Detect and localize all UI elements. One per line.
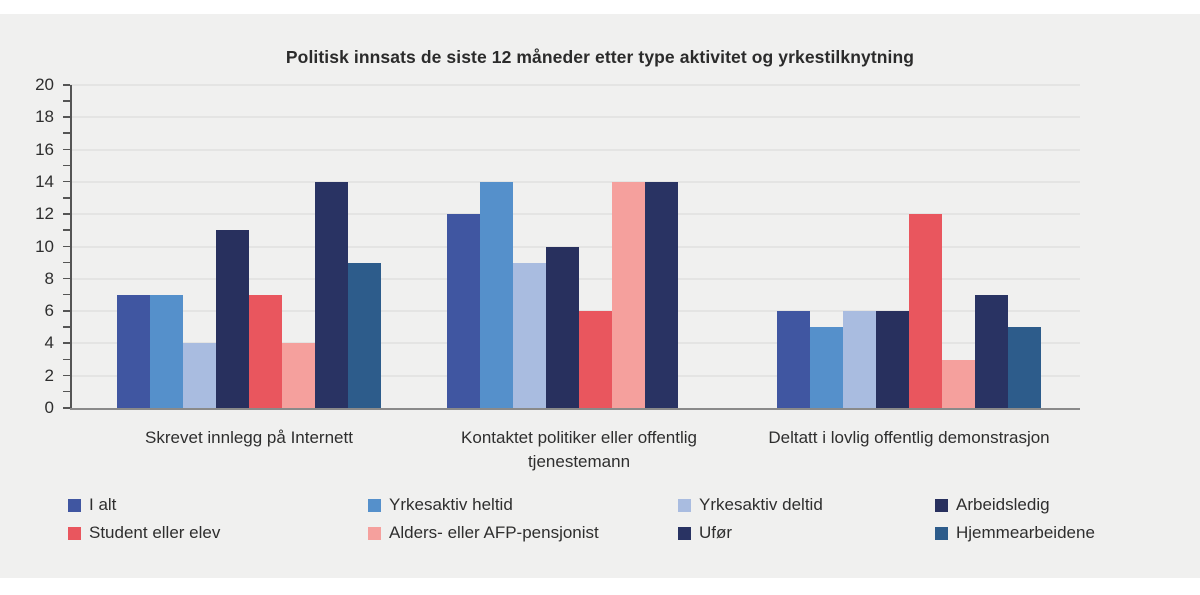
legend-swatch-icon	[68, 498, 81, 512]
legend-label: I alt	[89, 495, 117, 514]
bar-uf-r-g3	[975, 294, 1008, 408]
legend-label: Hjemmearbeidene	[956, 523, 1095, 542]
y-tick-1	[63, 390, 70, 393]
bar-uf-r-g1	[315, 181, 348, 408]
y-axis-label-10: 10	[35, 236, 54, 256]
y-tick-7	[63, 293, 70, 296]
bar-yrkesaktiv-heltid-g1	[150, 294, 183, 408]
legend-label: Yrkesaktiv deltid	[699, 495, 823, 514]
y-tick-2	[63, 374, 70, 377]
legend-label: Student eller elev	[89, 523, 221, 542]
y-axis-label-14: 14	[35, 171, 54, 191]
gridline-12	[70, 213, 1080, 216]
y-tick-8	[63, 277, 70, 280]
legend-label: Yrkesaktiv heltid	[389, 495, 513, 514]
y-tick-16	[63, 148, 70, 151]
y-axis-label-4: 4	[44, 333, 54, 353]
bar-arbeidsledig-g3	[876, 311, 909, 408]
bar-student-eller-elev-g3	[909, 214, 942, 408]
y-tick-15	[63, 164, 70, 167]
chart-title: Politisk innsats de siste 12 måneder ett…	[285, 47, 915, 67]
bar-hjemmearbeidene-g1	[348, 262, 381, 408]
legend-swatch-icon	[678, 498, 691, 512]
bar-yrkesaktiv-heltid-g3	[810, 327, 843, 408]
y-tick-19	[63, 100, 70, 102]
legend-item-hjemmearbeidene: Hjemmearbeidene	[935, 524, 1095, 542]
bar-yrkesaktiv-deltid-g2	[513, 262, 546, 408]
y-tick-3	[63, 358, 70, 361]
y-tick-4	[63, 342, 70, 344]
y-tick-17	[63, 132, 70, 134]
legend-item-yrkesaktiv-deltid: Yrkesaktiv deltid	[678, 496, 823, 514]
legend-swatch-icon	[678, 526, 691, 540]
legend-item-i-alt: I alt	[68, 496, 116, 514]
legend-item-arbeidsledig: Arbeidsledig	[935, 496, 1050, 514]
legend-item-alders-eller-afp-pensjonist: Alders- eller AFP-pensjonist	[368, 524, 599, 542]
y-tick-12	[63, 213, 70, 215]
bar-student-eller-elev-g2	[579, 311, 612, 408]
x-category-label-1: Skrevet innlegg på Internett	[145, 428, 353, 447]
y-tick-6	[63, 310, 70, 312]
legend-swatch-icon	[368, 498, 381, 512]
bar-arbeidsledig-g2	[546, 246, 579, 408]
bar-hjemmearbeidene-g3	[1008, 327, 1041, 408]
gridline-16	[70, 148, 1080, 151]
legend-item-uf-r: Ufør	[678, 524, 732, 542]
y-tick-13	[63, 197, 70, 199]
legend-item-yrkesaktiv-heltid: Yrkesaktiv heltid	[368, 496, 513, 514]
y-tick-5	[63, 326, 70, 328]
legend-swatch-icon	[935, 498, 948, 512]
legend-label: Ufør	[699, 523, 733, 542]
bar-i-alt-g1	[117, 294, 150, 408]
y-axis-label-12: 12	[35, 204, 54, 224]
legend-swatch-icon	[68, 526, 81, 540]
y-tick-0	[63, 407, 70, 409]
bar-yrkesaktiv-heltid-g2	[480, 181, 513, 408]
bar-alders-eller-afp-pensjonist-g2	[612, 181, 645, 408]
x-axis-line	[70, 408, 1080, 410]
y-tick-18	[63, 116, 70, 118]
y-tick-14	[63, 180, 70, 183]
y-axis-label-16: 16	[35, 139, 54, 159]
y-tick-20	[63, 84, 70, 86]
y-tick-11	[63, 229, 70, 231]
bar-alders-eller-afp-pensjonist-g3	[942, 359, 975, 408]
x-category-label-2: Kontaktet politiker eller offentlig tjen…	[461, 428, 697, 471]
y-axis-label-18: 18	[35, 107, 54, 127]
bar-student-eller-elev-g1	[249, 294, 282, 408]
legend-item-student-eller-elev: Student eller elev	[68, 524, 220, 542]
legend-label: Alders- eller AFP-pensjonist	[389, 523, 599, 542]
y-axis-label-6: 6	[44, 301, 54, 321]
y-axis-label-20: 20	[35, 75, 54, 94]
bar-uf-r-g2	[645, 181, 678, 408]
bar-arbeidsledig-g1	[216, 230, 249, 408]
bar-alders-eller-afp-pensjonist-g1	[282, 343, 315, 408]
bar-yrkesaktiv-deltid-g3	[843, 311, 876, 408]
y-axis-label-2: 2	[44, 365, 54, 385]
gridline-20	[70, 84, 1080, 86]
legend-label: Arbeidsledig	[956, 495, 1050, 514]
x-category-label-3: Deltatt i lovlig offentlig demonstrasjon	[768, 428, 1050, 447]
legend-swatch-icon	[368, 526, 381, 540]
y-tick-10	[63, 245, 70, 247]
y-tick-9	[63, 261, 70, 264]
y-axis-label-0: 0	[44, 398, 54, 417]
legend-swatch-icon	[935, 526, 948, 540]
gridline-14	[70, 180, 1080, 183]
y-axis-line	[70, 85, 72, 408]
gridline-18	[70, 116, 1080, 119]
bar-i-alt-g3	[777, 311, 810, 408]
y-axis-label-8: 8	[44, 268, 54, 288]
bar-yrkesaktiv-deltid-g1	[183, 343, 216, 408]
bar-i-alt-g2	[447, 214, 480, 408]
